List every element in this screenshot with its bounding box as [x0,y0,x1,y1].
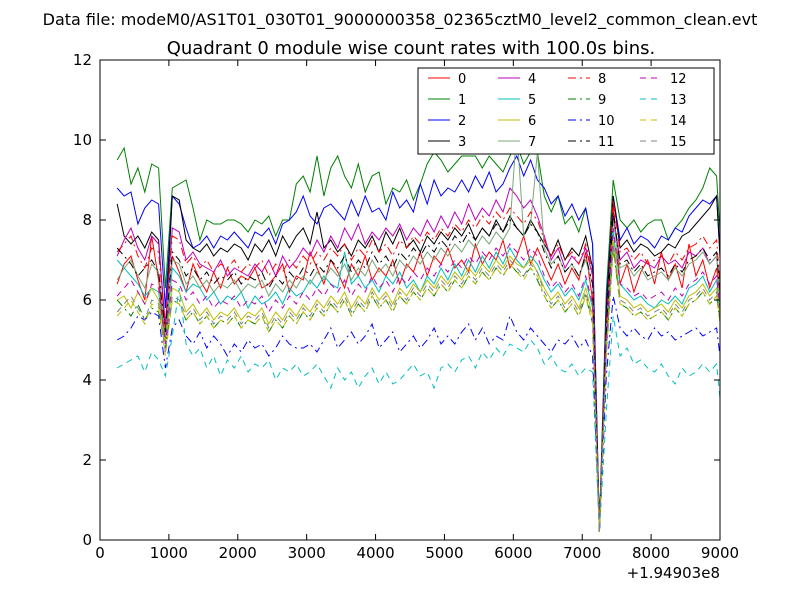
series-lines [116,127,720,533]
legend-label-8: 8 [598,72,606,87]
legend-label-15: 15 [670,135,687,150]
y-tick-label: 10 [73,131,92,149]
x-tick-label: 3000 [288,544,326,562]
x-tick-label: 8000 [632,544,670,562]
series-line-7 [116,127,720,533]
series-line-2 [116,154,720,529]
legend-label-5: 5 [528,93,536,108]
x-tick-label: 1000 [150,544,188,562]
legend-label-0: 0 [458,72,466,87]
legend-label-3: 3 [458,135,466,150]
legend-label-11: 11 [598,135,615,150]
y-tick-label: 6 [82,291,92,309]
x-tick-label: 0 [95,544,105,562]
y-tick-label: 2 [82,451,92,469]
y-tick-label: 0 [82,531,92,549]
y-tick-label: 8 [82,211,92,229]
legend-label-10: 10 [598,114,615,129]
legend-label-2: 2 [458,114,466,129]
legend-label-13: 13 [670,93,687,108]
legend-label-12: 12 [670,72,687,87]
series-line-10 [116,295,720,533]
series-line-11 [116,211,720,533]
series-line-9 [116,247,720,533]
series-line-5 [116,231,720,533]
series-line-1 [116,142,720,529]
series-line-14 [116,247,720,533]
y-tick-label: 12 [73,51,92,69]
y-tick-label: 4 [82,371,92,389]
series-line-13 [116,287,720,533]
series-line-0 [116,203,720,533]
series-line-12 [116,227,720,533]
legend-label-7: 7 [528,135,536,150]
x-tick-label: 2000 [219,544,257,562]
series-line-8 [116,199,720,533]
legend-label-6: 6 [528,114,536,129]
chart-title: Quadrant 0 module wise count rates with … [167,38,656,59]
legend-label-4: 4 [528,72,536,87]
legend-label-9: 9 [598,93,606,108]
series-line-3 [116,194,720,533]
series-line-15 [116,243,720,533]
x-tick-label: 6000 [494,544,532,562]
axis-ticks: 0 1000 2000 3000 4000 5000 6000 7000 8000 9000 0 2 4… [73,51,739,562]
legend-label-14: 14 [670,114,687,129]
legend-box [417,67,715,155]
x-tick-label: 7000 [563,544,601,562]
legend-label-1: 1 [458,93,466,108]
x-offset-label: +1.94903e8 [627,564,720,582]
x-tick-label: 5000 [425,544,463,562]
series-line-4 [116,186,720,533]
x-tick-label: 4000 [356,544,394,562]
x-tick-label: 9000 [701,544,739,562]
series-line-6 [116,239,720,533]
data-file-title: Data file: modeM0/AS1T01_030T01_90000003… [42,10,758,29]
